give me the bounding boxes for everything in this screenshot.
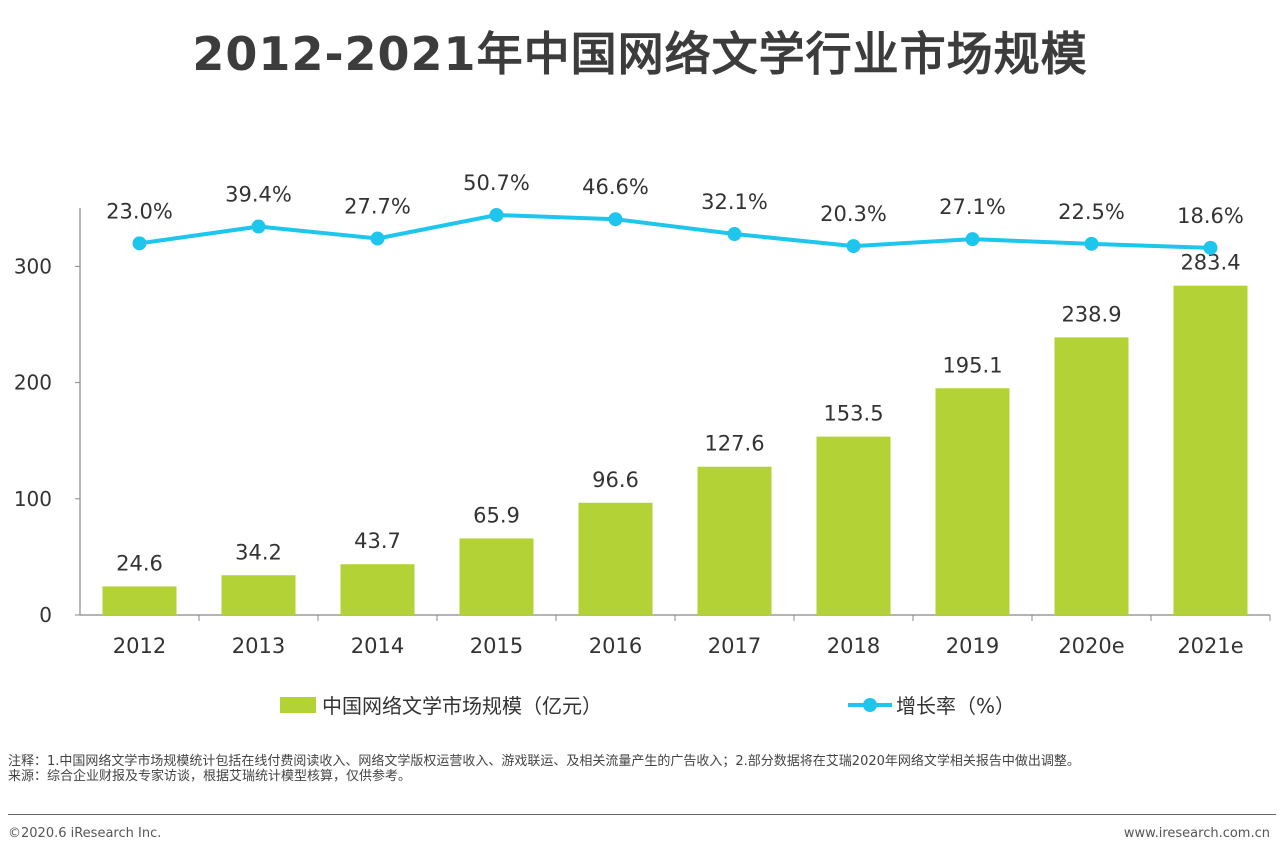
growth-rate-point	[132, 236, 147, 251]
bar-value-label: 65.9	[473, 503, 520, 527]
growth-rate-point	[608, 212, 623, 227]
x-tick-label: 2021e	[1177, 634, 1243, 658]
copyright: ©2020.6 iResearch Inc.	[8, 826, 162, 841]
growth-rate-point	[1203, 240, 1218, 255]
growth-rate-label: 39.4%	[225, 183, 292, 207]
legend-item-growth-rate: 增长率（%）	[848, 690, 1015, 719]
growth-rate-point	[370, 231, 385, 246]
bar	[816, 436, 891, 615]
bar-value-label: 43.7	[354, 529, 401, 553]
growth-rate-label: 22.5%	[1058, 200, 1125, 224]
growth-rate-line	[139, 212, 1211, 250]
growth-rate-point	[846, 239, 861, 254]
growth-rate-point	[965, 232, 980, 247]
source-text: 来源：综合企业财报及专家访谈，根据艾瑞统计模型核算，仅供参考。	[8, 769, 412, 784]
y-tick-label: 0	[39, 603, 52, 627]
bar	[935, 388, 1010, 615]
bar-value-label: 96.6	[592, 468, 639, 492]
legend-label-growth-rate: 增长率（%）	[896, 694, 1016, 718]
bar	[697, 466, 772, 615]
growth-rate-point	[489, 208, 504, 222]
x-tick-label: 2018	[827, 634, 880, 658]
x-tick-label: 2012	[113, 634, 166, 658]
bar	[221, 575, 296, 615]
chart: 0 100 200 300 2012 2013 2014 2015 2016 2017 2018 20…	[14, 171, 1271, 658]
chart-notes: 注释：1.中国网络文学市场规模统计包括在线付费阅读收入、网络文学版权运营收入、游…	[8, 754, 1272, 784]
bar	[1173, 285, 1248, 615]
bar	[459, 538, 534, 615]
bar	[102, 586, 177, 615]
bar-value-label: 195.1	[942, 353, 1002, 377]
growth-rate-label: 23.0%	[106, 199, 173, 223]
growth-rate-label: 18.6%	[1177, 204, 1244, 228]
legend-line-swatch	[848, 697, 892, 713]
x-tick-label: 2013	[232, 634, 285, 658]
x-tick-label: 2015	[470, 634, 523, 658]
legend-bar-swatch	[280, 696, 316, 713]
growth-rate-label: 27.7%	[344, 195, 411, 219]
line-series: 23.0% 39.4% 27.7% 50.7% 46.6% 32.1% 20.3% 27.1%…	[106, 171, 1244, 255]
growth-rate-point	[1084, 236, 1099, 251]
bar-value-label: 238.9	[1061, 302, 1121, 326]
y-tick-label: 300	[14, 254, 52, 278]
x-tick-label: 2016	[589, 634, 642, 658]
growth-rate-label: 20.3%	[820, 202, 887, 226]
growth-rate-label: 46.6%	[582, 175, 649, 199]
bar	[1054, 337, 1129, 615]
website: www.iresearch.com.cn	[1123, 826, 1270, 841]
growth-rate-label: 32.1%	[701, 190, 768, 214]
y-tick-label: 100	[14, 487, 52, 511]
legend-item-market-size: 中国网络文学市场规模（亿元）	[280, 690, 602, 719]
bar	[578, 502, 653, 615]
bar-series: 24.6 34.2 43.7 65.9 96.6 127.6 153.5 195.1 238.9…	[102, 251, 1248, 615]
growth-rate-label: 50.7%	[463, 171, 530, 195]
x-tick-label: 2017	[708, 634, 761, 658]
page-title: 2012-2021年中国网络文学行业市场规模	[192, 27, 1088, 81]
y-tick-label: 200	[14, 371, 52, 395]
bar-value-label: 127.6	[704, 432, 764, 456]
growth-rate-point	[727, 227, 742, 242]
footer-divider	[8, 814, 1276, 815]
bar-value-label: 34.2	[235, 540, 282, 564]
growth-rate-point	[251, 219, 266, 234]
x-tick-label: 2019	[946, 634, 999, 658]
x-tick-label: 2014	[351, 634, 404, 658]
bar	[340, 564, 415, 615]
bar-value-label: 24.6	[116, 551, 163, 575]
growth-rate-label: 27.1%	[939, 195, 1006, 219]
legend-label-market-size: 中国网络文学市场规模（亿元）	[322, 694, 602, 718]
bar-value-label: 153.5	[823, 402, 883, 426]
x-tick-label: 2020e	[1058, 634, 1124, 658]
note-text: 注释：1.中国网络文学市场规模统计包括在线付费阅读收入、网络文学版权运营收入、游…	[8, 754, 1080, 769]
chart-axes: 0 100 200 300 2012 2013 2014 2015 2016 2017 2018 20…	[14, 208, 1271, 658]
